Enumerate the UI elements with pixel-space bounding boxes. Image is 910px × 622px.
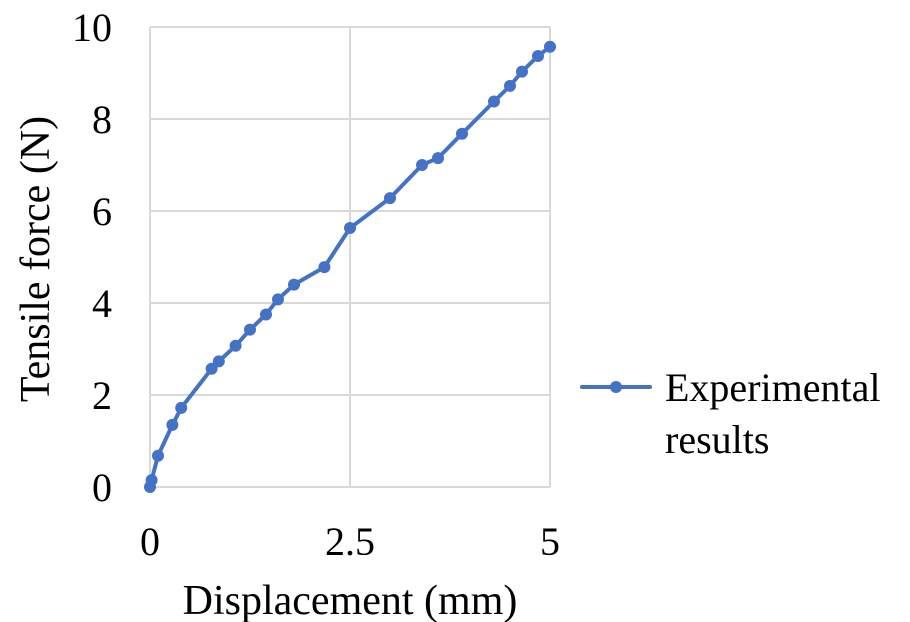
x-axis-ticks: 0 2.5 5 [140,519,560,564]
data-point [152,449,164,462]
data-point [488,95,500,108]
y-tick-label: 0 [92,465,112,510]
legend: Experimental results [580,365,880,462]
data-point [244,323,256,336]
y-tick-label: 8 [92,97,112,142]
data-point [175,401,188,414]
y-axis-ticks: 0 2 4 6 8 10 [72,5,112,510]
data-point [516,65,528,78]
data-point [166,418,179,431]
x-axis-title: Displacement (mm) [183,578,518,622]
data-point [318,261,331,274]
x-tick-label: 0 [140,519,160,564]
legend-swatch-marker [610,381,622,393]
y-tick-label: 6 [92,189,112,234]
y-tick-label: 2 [92,373,112,418]
x-tick-label: 5 [540,519,560,564]
legend-label-line-2: results [665,417,769,462]
y-tick-label: 10 [72,5,112,50]
data-point [416,159,428,171]
x-tick-label: 2.5 [325,519,375,564]
data-point [384,192,396,205]
data-point [212,355,225,368]
data-point [432,152,444,165]
data-point [272,293,284,306]
data-point [205,362,218,375]
y-tick-label: 4 [92,281,112,326]
data-point [260,308,272,321]
data-point [544,40,556,53]
legend-label-line-1: Experimental [665,365,880,410]
data-point [504,79,516,92]
data-point [288,278,300,291]
series-layer [144,40,556,493]
data-point [456,127,468,140]
gridlines [149,26,551,488]
y-axis-title: Tensile force (N) [13,116,59,402]
data-point [229,339,242,352]
data-point [344,222,356,235]
data-point [145,474,158,487]
data-point [532,49,544,62]
